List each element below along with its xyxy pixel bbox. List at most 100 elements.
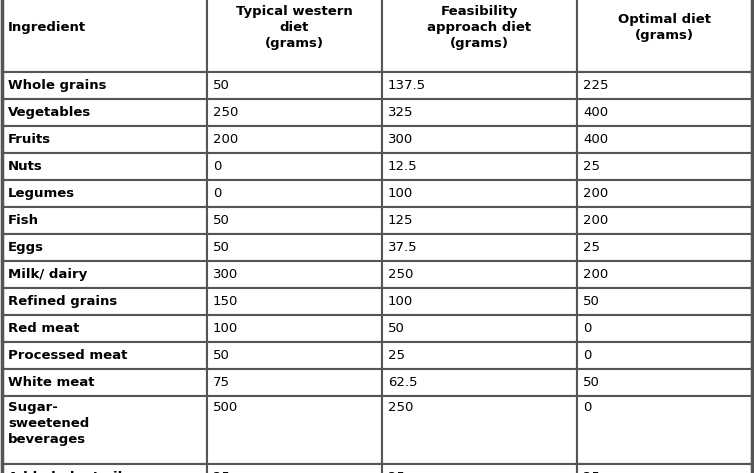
Text: 0: 0: [583, 349, 591, 362]
Bar: [382, 261, 577, 288]
Bar: [382, 369, 577, 396]
Text: 250: 250: [388, 268, 413, 281]
Text: 150: 150: [213, 295, 238, 308]
Bar: [577, 369, 752, 396]
Text: 25: 25: [583, 160, 600, 173]
Bar: [2, 180, 207, 207]
Bar: [207, 261, 382, 288]
Bar: [577, 72, 752, 99]
Bar: [2, 464, 207, 473]
Text: 0: 0: [213, 160, 222, 173]
Bar: [382, 180, 577, 207]
Text: 50: 50: [213, 214, 230, 227]
Bar: [2, 369, 207, 396]
Bar: [207, 0, 382, 72]
Bar: [382, 153, 577, 180]
Text: 25: 25: [388, 471, 405, 473]
Text: 25: 25: [213, 471, 230, 473]
Text: Legumes: Legumes: [8, 187, 75, 200]
Text: 75: 75: [213, 376, 230, 389]
Text: Vegetables: Vegetables: [8, 106, 91, 119]
Bar: [2, 207, 207, 234]
Text: 200: 200: [583, 214, 608, 227]
Bar: [207, 72, 382, 99]
Bar: [207, 207, 382, 234]
Text: Red meat: Red meat: [8, 322, 79, 335]
Text: 0: 0: [583, 401, 591, 414]
Text: Fish: Fish: [8, 214, 39, 227]
Bar: [382, 207, 577, 234]
Text: 0: 0: [583, 322, 591, 335]
Text: 250: 250: [388, 401, 413, 414]
Text: Nuts: Nuts: [8, 160, 43, 173]
Text: Processed meat: Processed meat: [8, 349, 127, 362]
Bar: [382, 234, 577, 261]
Bar: [207, 315, 382, 342]
Text: 50: 50: [583, 295, 600, 308]
Bar: [207, 234, 382, 261]
Bar: [577, 464, 752, 473]
Bar: [207, 99, 382, 126]
Text: 50: 50: [213, 241, 230, 254]
Text: 50: 50: [583, 376, 600, 389]
Text: 50: 50: [213, 79, 230, 92]
Text: Ingredient: Ingredient: [8, 20, 86, 34]
Text: Milk/ dairy: Milk/ dairy: [8, 268, 87, 281]
Bar: [577, 234, 752, 261]
Text: 500: 500: [213, 401, 238, 414]
Text: 100: 100: [213, 322, 238, 335]
Text: Fruits: Fruits: [8, 133, 51, 146]
Bar: [382, 396, 577, 464]
Bar: [2, 261, 207, 288]
Bar: [2, 0, 207, 72]
Bar: [382, 126, 577, 153]
Text: Typical western
diet
(grams): Typical western diet (grams): [236, 5, 353, 50]
Bar: [577, 126, 752, 153]
Bar: [2, 234, 207, 261]
Bar: [382, 99, 577, 126]
Bar: [382, 288, 577, 315]
Text: 300: 300: [213, 268, 238, 281]
Text: 200: 200: [583, 187, 608, 200]
Bar: [577, 288, 752, 315]
Text: 325: 325: [388, 106, 413, 119]
Bar: [382, 0, 577, 72]
Text: 100: 100: [388, 187, 413, 200]
Bar: [577, 342, 752, 369]
Text: 137.5: 137.5: [388, 79, 426, 92]
Bar: [207, 369, 382, 396]
Bar: [207, 464, 382, 473]
Bar: [207, 126, 382, 153]
Bar: [382, 72, 577, 99]
Bar: [2, 72, 207, 99]
Text: 0: 0: [213, 187, 222, 200]
Bar: [2, 396, 207, 464]
Text: 400: 400: [583, 133, 608, 146]
Text: Added plant oils: Added plant oils: [8, 471, 130, 473]
Bar: [577, 207, 752, 234]
Text: 25: 25: [583, 471, 600, 473]
Text: 25: 25: [388, 349, 405, 362]
Bar: [382, 464, 577, 473]
Text: 400: 400: [583, 106, 608, 119]
Bar: [577, 396, 752, 464]
Text: 100: 100: [388, 295, 413, 308]
Bar: [2, 342, 207, 369]
Bar: [207, 396, 382, 464]
Bar: [577, 99, 752, 126]
Bar: [207, 342, 382, 369]
Text: 12.5: 12.5: [388, 160, 418, 173]
Text: 225: 225: [583, 79, 608, 92]
Text: 25: 25: [583, 241, 600, 254]
Text: Sugar-
sweetened
beverages: Sugar- sweetened beverages: [8, 401, 89, 446]
Text: 37.5: 37.5: [388, 241, 418, 254]
Text: 200: 200: [213, 133, 238, 146]
Bar: [577, 315, 752, 342]
Text: Whole grains: Whole grains: [8, 79, 106, 92]
Bar: [207, 180, 382, 207]
Bar: [577, 261, 752, 288]
Text: Feasibility
approach diet
(grams): Feasibility approach diet (grams): [428, 5, 532, 50]
Text: Eggs: Eggs: [8, 241, 44, 254]
Bar: [577, 180, 752, 207]
Text: Optimal diet
(grams): Optimal diet (grams): [618, 12, 711, 42]
